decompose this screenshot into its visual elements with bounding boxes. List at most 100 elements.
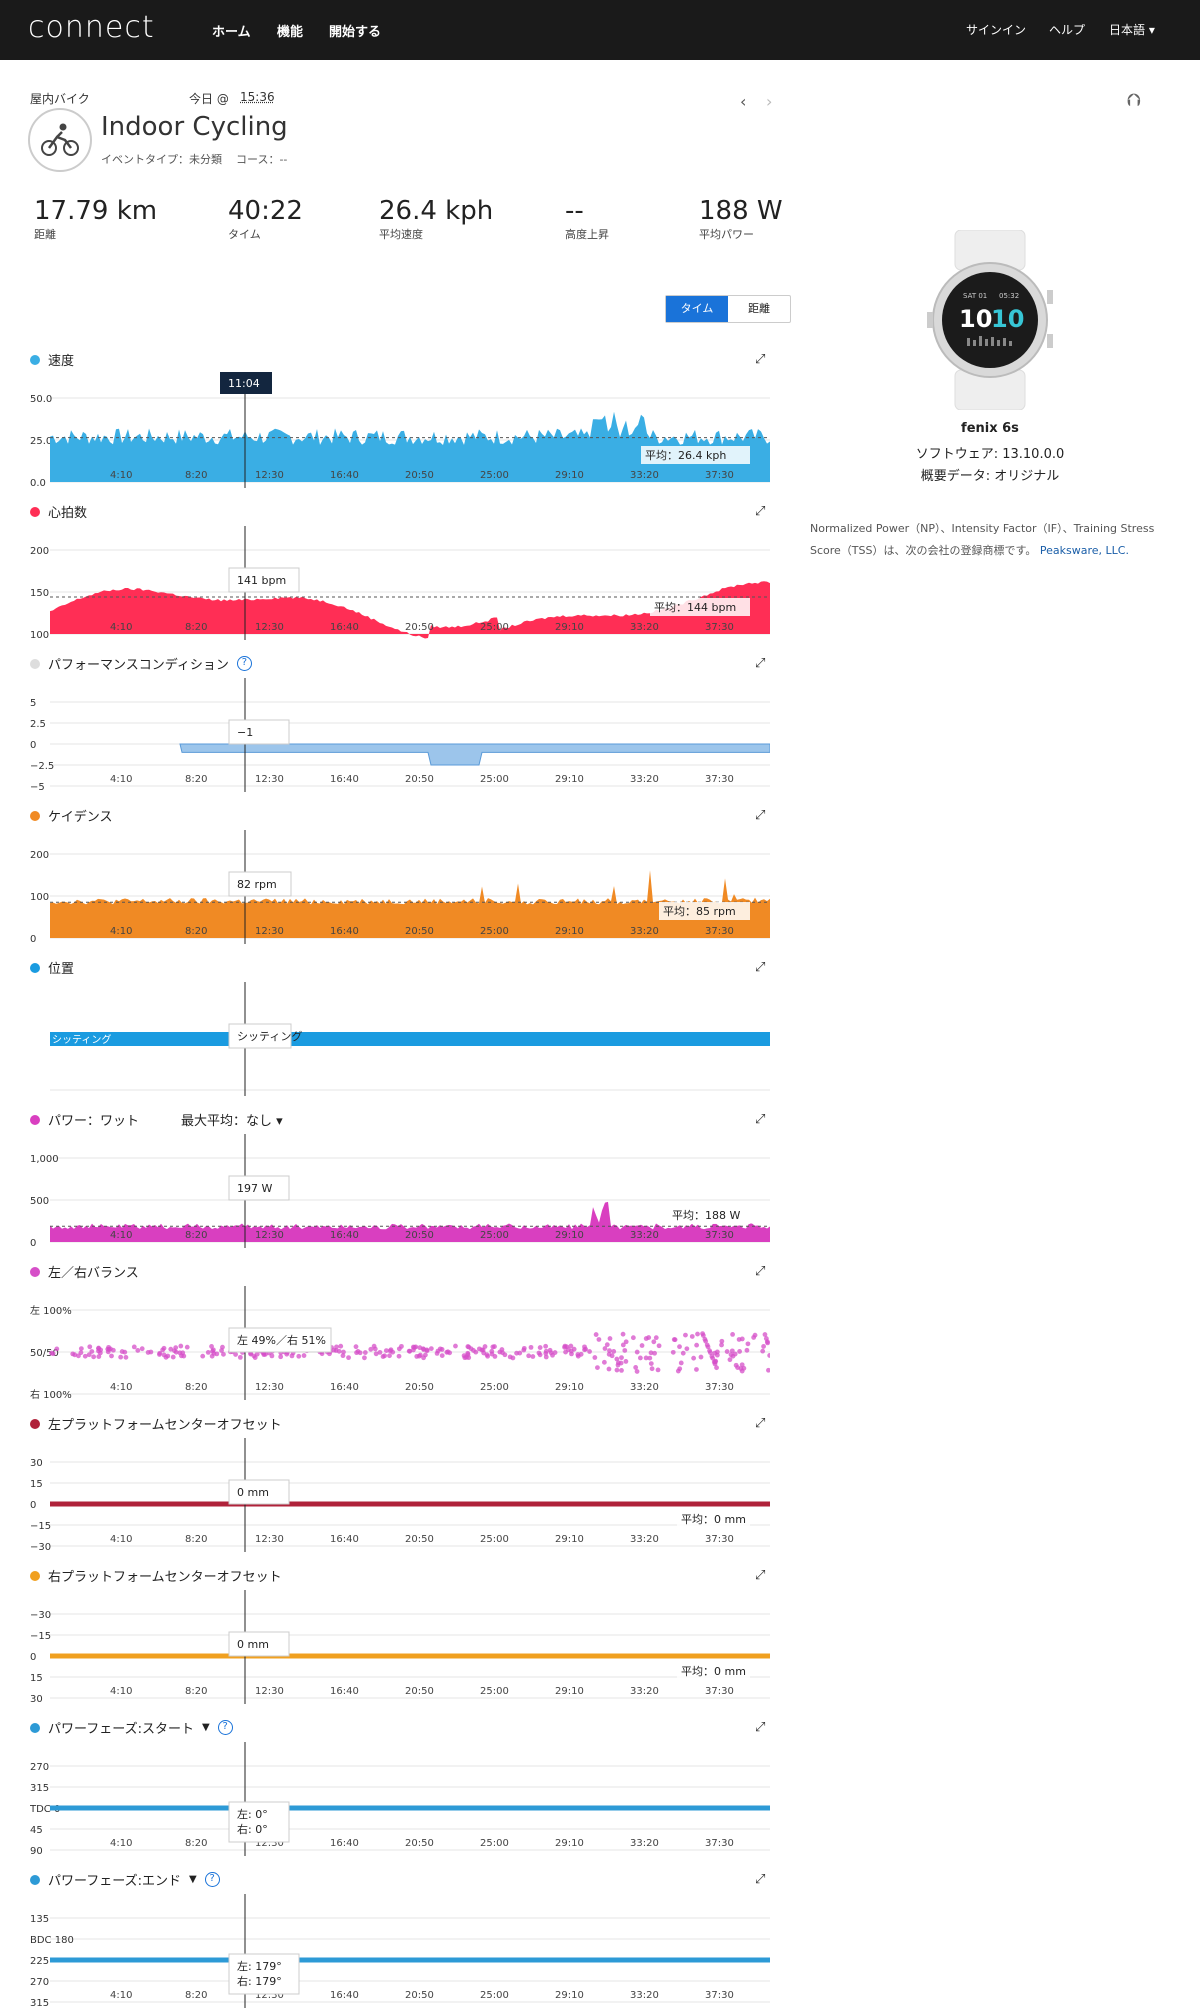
balance-point xyxy=(606,1351,612,1357)
balance-point xyxy=(619,1367,624,1373)
balance-point xyxy=(730,1332,735,1337)
x-tick-label: 8:20 xyxy=(185,470,207,481)
activity-type[interactable]: 屋内バイク xyxy=(30,92,90,106)
balance-point xyxy=(602,1346,608,1351)
chart-3[interactable]: 200 100 0 4:10 8:20 12:30 16:40 20:50 25:00 29:10… xyxy=(30,820,770,950)
balance-point xyxy=(473,1349,479,1355)
balance-point xyxy=(728,1352,734,1358)
expand-chart-icon[interactable]: ⤢ xyxy=(755,1416,766,1431)
chart-0[interactable]: 50.0 25.0 0.0 4:10 8:20 12:30 16:40 20:50 25:00 2… xyxy=(30,364,770,494)
nav-features[interactable]: 機能 xyxy=(277,25,304,40)
expand-chart-icon[interactable]: ⤢ xyxy=(755,1264,766,1279)
x-tick-label: 33:20 xyxy=(630,1230,659,1241)
language-select[interactable]: 日本語 ▾ xyxy=(1109,23,1155,37)
series-dot xyxy=(30,810,40,821)
x-tick-label: 12:30 xyxy=(255,1838,284,1849)
balance-point xyxy=(296,1353,302,1359)
chart-8[interactable]: −30 −15 0 15 30 4:10 8:20 12:30 16:40 20:50 25:00 2… xyxy=(30,1580,770,1710)
chart-7[interactable]: 30 15 0 −15 −30 4:10 8:20 12:30 16:40 20:50 25:00 2… xyxy=(30,1428,770,1558)
balance-point xyxy=(122,1349,128,1355)
expand-chart-icon[interactable]: ⤢ xyxy=(755,656,766,671)
cursor-tooltip-text: 右: 0° xyxy=(237,1822,268,1836)
balance-point xyxy=(200,1353,206,1359)
trademark-footnote: Normalized Power（NP）、Intensity Factor（IF… xyxy=(810,522,1155,557)
x-tick-label: 20:50 xyxy=(405,622,434,633)
max-average-dropdown[interactable]: 最大平均：なし ▾ xyxy=(181,1114,283,1129)
chart-6[interactable]: 左 100% 50/50 右 100% 4:10 8:20 12:30 16:40 20:50… xyxy=(30,1276,770,1406)
cursor-tooltip-text: 左 49%／右 51% xyxy=(237,1333,326,1347)
x-tick-label: 4:10 xyxy=(110,1686,132,1697)
balance-point xyxy=(745,1341,751,1347)
balance-point xyxy=(569,1351,574,1357)
course[interactable]: コース：-- xyxy=(236,153,288,166)
balance-point xyxy=(593,1332,599,1337)
expand-chart-icon[interactable]: ⤢ xyxy=(755,1872,766,1887)
balance-point xyxy=(568,1343,574,1349)
cursor-tooltip xyxy=(228,1479,290,1505)
balance-point xyxy=(106,1344,111,1350)
balance-point xyxy=(526,1353,532,1359)
x-tick-label: 4:10 xyxy=(110,774,132,785)
connect-logo[interactable]: connect xyxy=(28,10,155,45)
nav-get-started[interactable]: 開始する xyxy=(329,25,382,40)
expand-chart-icon[interactable]: ⤢ xyxy=(755,504,766,519)
toggle-time-button[interactable]: タイム xyxy=(666,296,728,322)
balance-point xyxy=(648,1350,654,1356)
chart-5[interactable]: 1,000 500 0 4:10 8:20 12:30 16:40 20:50 25:00 29:… xyxy=(30,1124,770,1254)
help-icon[interactable]: ? xyxy=(217,1720,233,1735)
device-name[interactable]: fenix 6s xyxy=(961,421,1019,436)
y-tick-label: BDC 180 xyxy=(30,1935,74,1946)
x-tick-label: 4:10 xyxy=(110,470,132,481)
next-arrow-icon[interactable]: › xyxy=(766,92,773,111)
chart-4[interactable]: シッティング4:108:2012:3016:4020:5025:0029:103… xyxy=(30,972,770,1102)
cursor-tooltip xyxy=(228,567,300,593)
share-icon[interactable]: ⮉ xyxy=(1127,90,1141,111)
activity-subtitle: イベントタイプ：未分類 コース：-- xyxy=(101,151,287,167)
peaksware-link[interactable]: Peaksware, LLC. xyxy=(1039,544,1129,557)
x-tick-label: 16:40 xyxy=(330,1686,359,1697)
help-icon[interactable]: ? xyxy=(236,656,252,671)
balance-point xyxy=(705,1344,711,1350)
previous-arrow-icon[interactable]: ‹ xyxy=(740,92,747,111)
expand-chart-icon[interactable]: ⤢ xyxy=(755,352,766,367)
average-tooltip xyxy=(641,446,750,464)
balance-point xyxy=(161,1352,167,1358)
chart-1[interactable]: 200 150 100 4:10 8:20 12:30 16:40 20:50 25:00 29:… xyxy=(30,516,770,646)
balance-point xyxy=(646,1335,652,1340)
x-tick-label: 12:30 xyxy=(255,1686,284,1697)
expand-chart-icon[interactable]: ⤢ xyxy=(755,808,766,823)
balance-point xyxy=(181,1353,187,1359)
balance-point xyxy=(237,1354,243,1360)
phase-dropdown-caret[interactable]: ▼ xyxy=(188,1874,197,1885)
x-tick-label: 4:10 xyxy=(110,1990,132,2001)
balance-point xyxy=(131,1344,137,1350)
balance-point xyxy=(683,1332,688,1338)
chart-9[interactable]: 270 315 TDC 0 45 90 4:10 8:20 12:30 16:40 20:50 25… xyxy=(30,1732,770,1862)
x-tick-label: 33:20 xyxy=(630,470,659,481)
top-nav-bar: connect ホーム 機能 開始する サインイン ヘルプ 日本語 ▾ xyxy=(0,0,1200,60)
toggle-distance-button[interactable]: 距離 xyxy=(748,302,770,315)
help-link[interactable]: ヘルプ xyxy=(1049,23,1086,37)
expand-chart-icon[interactable]: ⤢ xyxy=(755,1112,766,1127)
nav-home[interactable]: ホーム xyxy=(212,25,251,40)
expand-chart-icon[interactable]: ⤢ xyxy=(755,1720,766,1735)
help-icon[interactable]: ? xyxy=(204,1872,220,1887)
cursor-tooltip-text: 82 rpm xyxy=(237,878,277,891)
y-tick-label: 5 xyxy=(30,698,36,709)
chart-title-text: パフォーマンスコンディション xyxy=(48,658,229,673)
sign-in-link[interactable]: サインイン xyxy=(966,23,1027,37)
phase-dropdown-caret[interactable]: ▼ xyxy=(201,1722,210,1733)
x-tick-label: 4:10 xyxy=(110,622,132,633)
balance-point xyxy=(552,1350,558,1355)
activity-time[interactable]: 15:36 xyxy=(240,90,275,104)
balance-point xyxy=(611,1349,617,1354)
chart-2[interactable]: 5 2.5 0 −2.5 −5 4:10 8:20 12:30 16:40 20:50 25:00 2… xyxy=(30,668,770,798)
event-type[interactable]: イベントタイプ：未分類 xyxy=(101,153,222,166)
device-software: ソフトウェア: 13.10.0.0 xyxy=(915,447,1065,462)
chart-10[interactable]: 135 BDC 180 225 270 315 4:10 8:20 12:30 16:40 20:… xyxy=(30,1884,770,2014)
balance-point xyxy=(96,1354,102,1360)
activity-title[interactable]: Indoor Cycling xyxy=(101,112,288,142)
y-tick-label: −15 xyxy=(30,1521,51,1532)
expand-chart-icon[interactable]: ⤢ xyxy=(755,960,766,975)
expand-chart-icon[interactable]: ⤢ xyxy=(755,1568,766,1583)
